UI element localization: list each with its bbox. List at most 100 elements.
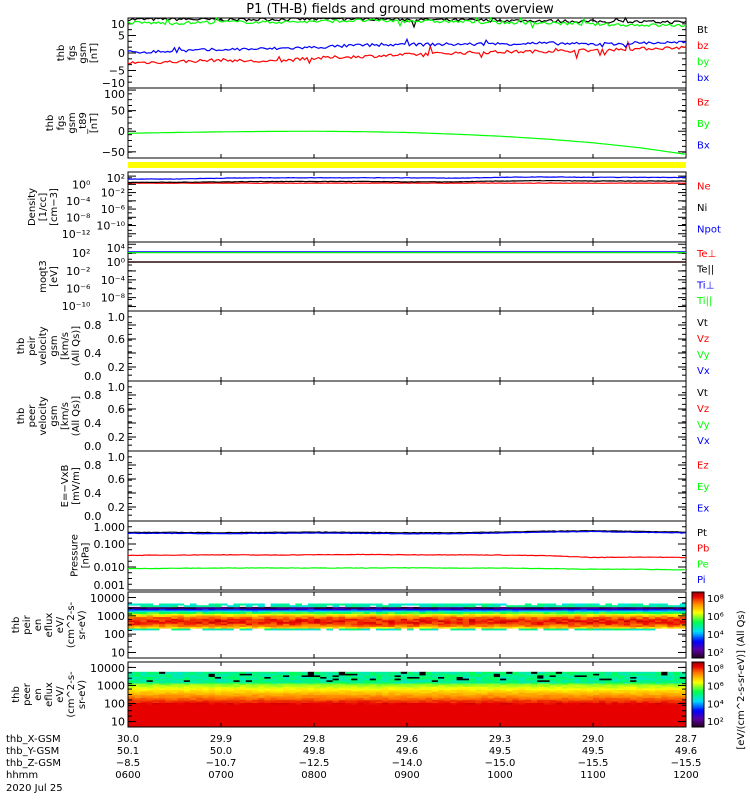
spectrogram-cell — [648, 620, 656, 623]
spectrogram-cell — [655, 611, 662, 614]
spectrogram-cell — [524, 699, 532, 702]
spectrogram-cell — [518, 671, 526, 674]
spectrogram-cell — [345, 613, 352, 616]
spectrogram-cell — [481, 710, 488, 713]
spectrogram-cell — [177, 718, 185, 721]
spectrogram-cell — [382, 691, 389, 694]
spectrogram-cell — [289, 725, 296, 728]
spectrogram-cell — [177, 683, 185, 686]
spectrogram-cell — [661, 704, 668, 707]
spectrogram-cell — [407, 675, 414, 677]
spectrogram-cell — [227, 616, 234, 619]
spectrogram-cell — [171, 603, 178, 606]
spectrogram-cell — [258, 712, 265, 715]
spectrogram-cell — [239, 702, 247, 705]
spectrogram-cell — [518, 692, 526, 695]
spectrogram-cell — [438, 676, 445, 679]
spectrogram-cell — [568, 697, 575, 700]
spectrogram-cell — [586, 712, 594, 715]
spectrogram-cell — [630, 723, 637, 726]
spectrogram-cell — [593, 689, 600, 692]
spectrogram-cell — [512, 618, 519, 621]
spectrogram-cell — [586, 676, 594, 679]
spectrogram-cell — [245, 688, 253, 690]
spectrogram-cell — [394, 620, 402, 623]
spectrogram-cell — [146, 610, 154, 613]
spectrogram-cell — [537, 691, 544, 694]
spectrogram-cell — [394, 709, 402, 712]
spectrogram-cell — [481, 692, 488, 695]
spectrogram-cell — [450, 691, 457, 694]
spectrogram-cell — [624, 722, 631, 725]
spectrogram-cell — [357, 679, 364, 682]
spectrogram-cell — [301, 678, 309, 681]
spectrogram-cell — [456, 710, 464, 713]
spectrogram-cell — [320, 723, 327, 726]
spectrogram-cell — [419, 701, 426, 703]
spectrogram-cell — [233, 615, 240, 618]
spectrogram-cell — [146, 696, 154, 699]
spectrogram-cell — [431, 615, 439, 618]
spectrogram-cell — [258, 684, 265, 687]
spectrogram-cell — [407, 615, 414, 618]
spectrogram-cell — [506, 725, 513, 728]
spectrogram-cell — [245, 692, 253, 695]
spectrogram-cell — [140, 675, 147, 677]
spectrogram-cell — [624, 620, 631, 623]
spectrogram-cell — [363, 615, 371, 618]
spectrogram-cell — [208, 725, 216, 728]
spectrogram-cell — [208, 707, 216, 710]
spectrogram-cell — [425, 676, 433, 679]
spectrogram-cell — [642, 606, 650, 609]
spectrogram-cell — [617, 603, 625, 606]
spectrogram-cell — [295, 683, 302, 686]
spectrogram-cell — [221, 709, 228, 712]
spectrogram-cell — [295, 606, 302, 609]
spectrogram-cell — [351, 628, 358, 631]
y-tick-label: 10⁻¹² — [62, 228, 91, 241]
spectrogram-cell — [661, 689, 668, 692]
colorbar-segment — [692, 595, 704, 598]
spectrogram-cell — [270, 701, 278, 703]
spectrogram-cell — [555, 691, 563, 694]
spectrogram-cell — [524, 707, 532, 710]
spectrogram-cell — [462, 712, 470, 715]
spectrogram-cell — [568, 725, 575, 728]
spectrogram-cell — [357, 681, 364, 684]
spectrogram-cell — [456, 704, 464, 707]
spectrogram-cell — [617, 715, 625, 718]
spectrogram-cell — [258, 610, 265, 613]
legend-label: By — [697, 119, 710, 130]
spectrogram-cell — [549, 715, 557, 718]
spectrogram-cell — [289, 723, 296, 726]
spectrogram-cell — [593, 610, 600, 613]
spectrogram-cell — [407, 679, 414, 682]
spectrogram-cell — [425, 691, 433, 694]
spectrogram-cell — [648, 697, 656, 700]
spectrogram-cell — [276, 718, 284, 721]
spectrogram-cell — [518, 712, 526, 715]
spectrogram-cell — [425, 679, 433, 682]
spectrogram-cell — [630, 628, 637, 631]
spectrogram-cell — [258, 621, 265, 624]
spectrogram-cell — [419, 709, 426, 712]
spectrogram-cell — [301, 689, 309, 692]
spectrogram-cell — [481, 688, 488, 690]
spectrogram-cell — [301, 605, 309, 608]
spectrogram-cell — [549, 723, 557, 726]
spectrogram-cell — [531, 626, 538, 629]
spectrogram-cell — [295, 675, 302, 677]
spectrogram-cell — [500, 671, 507, 674]
spectrogram-cell — [456, 673, 464, 676]
spectrogram-cell — [413, 704, 420, 707]
spectrogram-cell — [338, 608, 346, 611]
spectrogram-cell — [611, 723, 619, 726]
spectrogram-cell — [543, 623, 550, 626]
spectrogram-cell — [177, 723, 185, 726]
spectrogram-cell — [276, 603, 284, 606]
spectrogram-cell — [655, 709, 662, 712]
spectrogram-cell — [487, 610, 495, 613]
spectrogram-cell — [462, 620, 470, 623]
spectrogram-cell — [537, 712, 544, 715]
spectrogram-cell — [140, 686, 147, 689]
